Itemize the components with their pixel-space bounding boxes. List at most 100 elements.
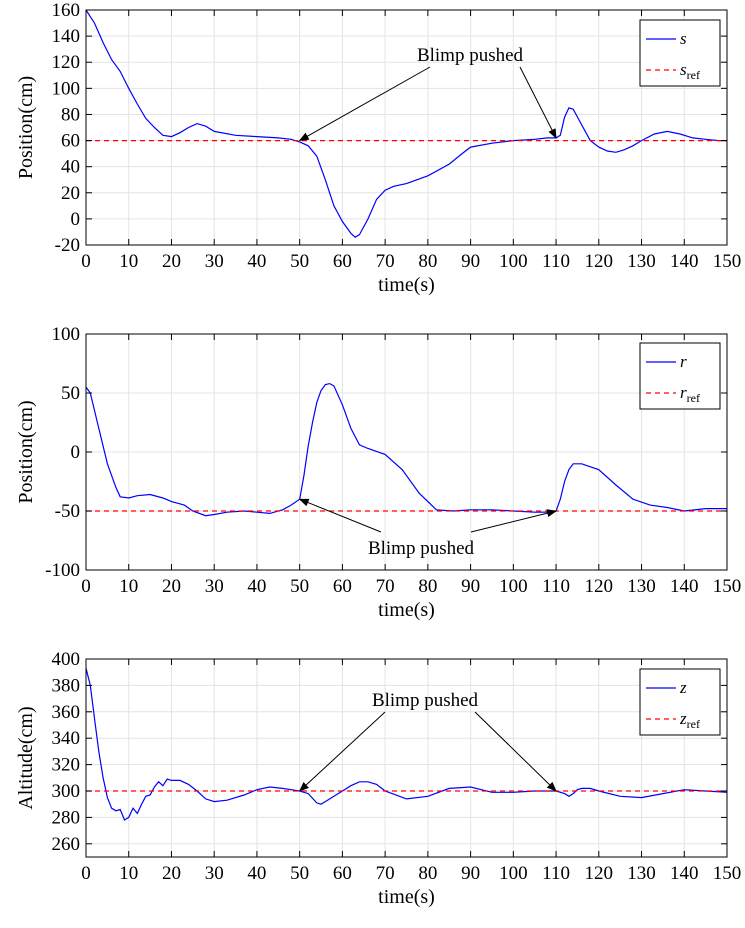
x-tick-label: 100 [499, 251, 528, 272]
y-tick-label: 280 [52, 807, 81, 828]
y-tick-label: 340 [52, 728, 81, 749]
chart-panel-1: 0 10 20 30 40 50 60 70 80 90 100 110 120 130 140 150 -20… [15, 0, 741, 296]
legend-label-name: r [680, 383, 687, 402]
y-tick-label: -50 [55, 501, 80, 522]
series-line-s [85, 9, 727, 238]
axes-box [85, 9, 728, 246]
y-tick-label: 380 [52, 675, 81, 696]
x-tick-label: 0 [81, 576, 91, 597]
annotation-label: Blimp pushed [372, 690, 479, 711]
x-tick-label: 40 [247, 863, 266, 884]
legend-label: r [680, 352, 687, 371]
legend-label: sref [680, 60, 700, 82]
x-tick-label: 140 [670, 251, 699, 272]
annotation-arrow [474, 711, 557, 792]
x-tick-label: 40 [247, 576, 266, 597]
x-axis-label: time(s) [378, 599, 435, 621]
legend-label-name: s [680, 60, 687, 79]
x-tick-label: 20 [162, 863, 181, 884]
x-axis-label: time(s) [378, 274, 435, 296]
x-tick-label: 80 [418, 863, 437, 884]
x-tick-label: 110 [542, 863, 570, 884]
x-tick-label: 130 [627, 576, 656, 597]
x-tick-label: 110 [542, 251, 570, 272]
x-tick-label: 80 [418, 576, 437, 597]
x-tick-label: 100 [499, 576, 528, 597]
annotation-arrow [298, 498, 382, 533]
y-tick-label: 260 [52, 834, 81, 855]
y-axis-label: Position(cm) [15, 400, 37, 503]
chart-panel-2: 0 10 20 30 40 50 60 70 80 90 100 110 120 130 140 150 -10… [15, 324, 741, 621]
legend-label-name: s [680, 29, 687, 48]
x-tick-label: 130 [627, 863, 656, 884]
annotation-arrow [298, 711, 386, 792]
x-tick-label: 70 [376, 251, 395, 272]
annotation-label: Blimp pushed [417, 45, 524, 66]
x-tick-label: 150 [713, 251, 742, 272]
annotation-arrow [298, 66, 431, 142]
y-tick-label: 0 [71, 209, 81, 230]
y-tick-label: 120 [52, 52, 81, 73]
y-tick-label: -100 [45, 560, 80, 581]
y-tick-label: 80 [61, 104, 80, 125]
x-tick-label: 90 [461, 576, 480, 597]
series-line-r [85, 382, 727, 517]
y-tick-label: 60 [61, 131, 80, 152]
legend-label-name: r [680, 352, 687, 371]
x-tick-label: 0 [81, 863, 91, 884]
legend-label: rref [680, 383, 700, 405]
x-tick-label: 10 [119, 576, 138, 597]
x-tick-label: 30 [205, 576, 224, 597]
y-axis-label: Position(cm) [15, 76, 37, 179]
x-tick-label: 110 [542, 576, 570, 597]
x-tick-label: 90 [461, 251, 480, 272]
legend-box [639, 19, 721, 87]
axes-box [85, 658, 728, 858]
x-axis-label: time(s) [378, 886, 435, 908]
x-tick-label: 40 [247, 251, 266, 272]
x-tick-label: 120 [585, 863, 614, 884]
legend-label-name: z [679, 709, 687, 728]
x-tick-label: 120 [585, 251, 614, 272]
x-tick-label: 100 [499, 863, 528, 884]
y-tick-label: 40 [61, 157, 80, 178]
y-tick-label: 300 [52, 781, 81, 802]
y-tick-label: 20 [61, 183, 80, 204]
legend-box [639, 342, 721, 410]
x-tick-label: 130 [627, 251, 656, 272]
legend-box [639, 668, 721, 736]
x-tick-label: 50 [290, 863, 309, 884]
y-tick-label: -20 [55, 235, 80, 256]
x-tick-label: 70 [376, 863, 395, 884]
chart-panel-3: 0 10 20 30 40 50 60 70 80 90 100 110 120 130 140 150 260… [15, 649, 741, 908]
x-tick-label: 120 [585, 576, 614, 597]
x-tick-label: 150 [713, 863, 742, 884]
x-tick-label: 80 [418, 251, 437, 272]
annotation-arrow [470, 509, 558, 533]
y-tick-label: 160 [52, 0, 81, 21]
legend-label: zref [679, 709, 700, 731]
legend-label: s [680, 29, 687, 48]
y-axis-label: Altitude(cm) [15, 706, 37, 809]
y-tick-label: 400 [52, 649, 81, 670]
legend-label-subscript: ref [687, 391, 700, 405]
y-tick-label: 100 [52, 78, 81, 99]
x-tick-label: 10 [119, 251, 138, 272]
x-tick-label: 70 [376, 576, 395, 597]
y-tick-label: 50 [61, 383, 80, 404]
x-tick-label: 30 [205, 251, 224, 272]
y-tick-label: 360 [52, 702, 81, 723]
x-tick-label: 0 [81, 251, 91, 272]
x-tick-label: 10 [119, 863, 138, 884]
x-tick-label: 20 [162, 576, 181, 597]
x-tick-label: 90 [461, 863, 480, 884]
legend-label-name: z [679, 678, 687, 697]
annotation-arrow [519, 66, 557, 139]
x-tick-label: 50 [290, 251, 309, 272]
y-tick-label: 100 [52, 324, 81, 345]
x-tick-label: 150 [713, 576, 742, 597]
y-tick-label: 320 [52, 755, 81, 776]
x-tick-label: 140 [670, 863, 699, 884]
x-tick-label: 60 [333, 576, 352, 597]
x-tick-label: 140 [670, 576, 699, 597]
